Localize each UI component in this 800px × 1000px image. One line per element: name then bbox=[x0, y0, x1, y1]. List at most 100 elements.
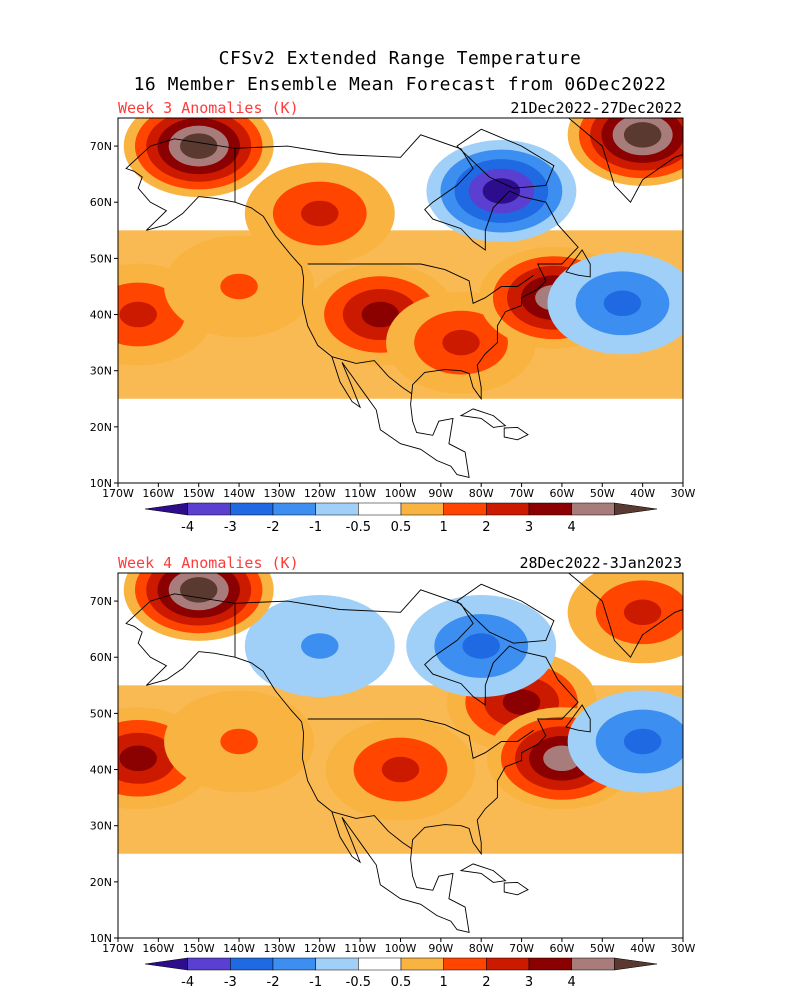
lat-tick-label: 40N bbox=[90, 309, 112, 322]
colorbar-label: 1 bbox=[440, 520, 448, 535]
lon-tick-label: 60W bbox=[549, 487, 574, 500]
week-4-date: 28Dec2022-3Jan2023 bbox=[519, 554, 682, 572]
colorbar: -4 -3 -2 -1 -0.5 0.5 1 2 3 4 bbox=[144, 502, 658, 535]
week-3-date: 21Dec2022-27Dec2022 bbox=[510, 99, 682, 117]
lon-tick-label: 100W bbox=[385, 487, 417, 500]
colorbar-label: -3 bbox=[224, 975, 237, 990]
lon-tick-label: 170W bbox=[102, 487, 134, 500]
colorbar-segment bbox=[230, 502, 274, 516]
lat-tick-label: 70N bbox=[90, 595, 112, 608]
anomaly-blob-neg4 bbox=[482, 178, 521, 204]
colorbar-label: -4 bbox=[181, 520, 194, 535]
coastline-3 bbox=[459, 408, 507, 428]
coastline-4 bbox=[503, 881, 529, 896]
lon-tick-label: 140W bbox=[223, 487, 255, 500]
colorbar-label: -1 bbox=[309, 520, 322, 535]
us-mexico-border bbox=[331, 811, 413, 850]
lon-tick-label: 40W bbox=[630, 487, 655, 500]
colorbar-segment bbox=[230, 957, 274, 971]
coastline-1 bbox=[567, 118, 683, 203]
colorbar-label: -3 bbox=[224, 520, 237, 535]
colorbar-label: -2 bbox=[267, 520, 280, 535]
lon-tick-label: 130W bbox=[263, 487, 295, 500]
anomaly-blob-neg1 bbox=[301, 633, 339, 659]
anomaly-blob-pos2 bbox=[442, 329, 480, 356]
colorbar-label: -4 bbox=[181, 975, 194, 990]
colorbar-segment bbox=[315, 502, 359, 516]
lon-tick-label: 100W bbox=[385, 942, 417, 955]
lat-tick-label: 20N bbox=[90, 876, 112, 889]
anomaly-blob-neg2 bbox=[462, 633, 500, 659]
colorbar-label: 0.5 bbox=[391, 520, 412, 535]
week-3-label: Week 3 Anomalies (K) bbox=[118, 99, 299, 117]
anomaly-blob-pos2 bbox=[381, 756, 420, 783]
lon-tick-label: 90W bbox=[428, 942, 453, 955]
colorbar-label: -0.5 bbox=[346, 975, 371, 990]
coastlines bbox=[125, 118, 683, 478]
lon-tick-label: 60W bbox=[549, 942, 574, 955]
title-line-2: 16 Member Ensemble Mean Forecast from 06… bbox=[133, 74, 667, 95]
lon-tick-label: 150W bbox=[183, 487, 215, 500]
coastline-2 bbox=[456, 128, 555, 189]
colorbar-segment bbox=[144, 502, 188, 516]
coastline-0 bbox=[125, 589, 579, 933]
lon-tick-label: 90W bbox=[428, 487, 453, 500]
lat-tick-label: 10N bbox=[90, 932, 112, 945]
lat-tick-label: 20N bbox=[90, 421, 112, 434]
colorbar-label: -0.5 bbox=[346, 520, 371, 535]
coastline-0 bbox=[125, 134, 579, 478]
lon-tick-label: 110W bbox=[344, 942, 376, 955]
lon-tick-label: 50W bbox=[590, 942, 615, 955]
lat-tick-label: 70N bbox=[90, 140, 112, 153]
week-4-label: Week 4 Anomalies (K) bbox=[118, 554, 299, 572]
colorbar-segment bbox=[528, 957, 572, 971]
colorbar-segment bbox=[358, 957, 402, 971]
coastline-5 bbox=[565, 249, 591, 278]
coastlines bbox=[125, 573, 683, 933]
colorbar-label: 1 bbox=[440, 975, 448, 990]
anomaly-blob-pos3 bbox=[502, 689, 541, 715]
colorbar-label: 4 bbox=[568, 975, 576, 990]
lon-tick-label: 30W bbox=[671, 942, 696, 955]
colorbar-segment bbox=[315, 957, 359, 971]
colorbar-segment bbox=[358, 502, 402, 516]
lon-tick-label: 110W bbox=[344, 487, 376, 500]
colorbar-segment bbox=[571, 502, 615, 516]
us-canada-border bbox=[307, 263, 534, 304]
anomaly-blob-pos1 bbox=[220, 273, 258, 300]
anomaly-blob-pos1 bbox=[220, 728, 258, 755]
anomaly-blob-pos5 bbox=[623, 122, 662, 148]
colorbar-segment bbox=[614, 957, 658, 971]
coastline-4 bbox=[503, 426, 529, 441]
coastline-5 bbox=[565, 704, 591, 733]
colorbar-segment bbox=[400, 502, 444, 516]
lon-tick-label: 80W bbox=[469, 942, 494, 955]
colorbar-label: -1 bbox=[309, 975, 322, 990]
lat-tick-label: 50N bbox=[90, 252, 112, 265]
colorbar-label: 2 bbox=[482, 520, 490, 535]
colorbar-segment bbox=[272, 957, 316, 971]
lon-tick-label: 150W bbox=[183, 942, 215, 955]
colorbar-label: 3 bbox=[525, 520, 533, 535]
colorbar-label: 3 bbox=[525, 975, 533, 990]
colorbar-label: 2 bbox=[482, 975, 490, 990]
anomaly-blob-neg2 bbox=[603, 290, 642, 317]
anomaly-blob-neg2 bbox=[623, 728, 662, 755]
lat-tick-label: 30N bbox=[90, 820, 112, 833]
colorbar-segment bbox=[528, 502, 572, 516]
colorbar-label: -2 bbox=[267, 975, 280, 990]
colorbar-segment bbox=[144, 957, 188, 971]
coastline-3 bbox=[459, 863, 507, 883]
lon-tick-label: 40W bbox=[630, 942, 655, 955]
anomaly-blob-pos2 bbox=[623, 599, 662, 626]
lon-tick-label: 80W bbox=[469, 487, 494, 500]
coastline-2 bbox=[456, 583, 555, 644]
colorbar-segment bbox=[443, 957, 487, 971]
lon-tick-label: 70W bbox=[509, 487, 534, 500]
colorbar-segment bbox=[571, 957, 615, 971]
lon-tick-label: 30W bbox=[671, 487, 696, 500]
lat-tick-label: 40N bbox=[90, 764, 112, 777]
